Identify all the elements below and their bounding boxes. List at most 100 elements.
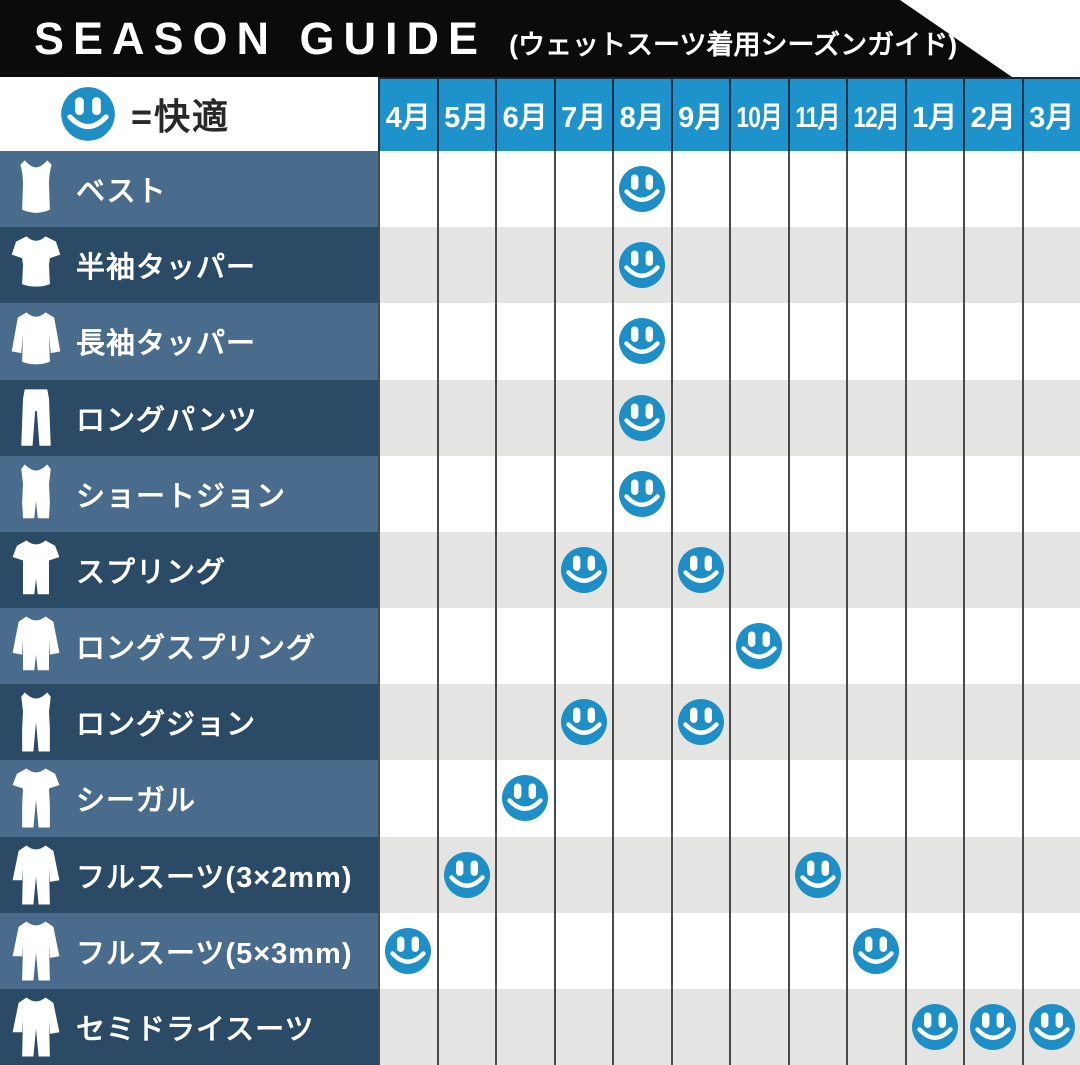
short-sleeve-top-icon	[11, 236, 61, 287]
smiley-icon	[1028, 1003, 1075, 1050]
smiley-icon	[970, 1003, 1017, 1050]
grid-cell	[553, 608, 612, 685]
grid-cell	[846, 988, 905, 1065]
grid-cell	[846, 531, 905, 609]
grid-cell	[787, 684, 846, 761]
grid-cell	[1021, 227, 1080, 304]
grid-cell	[553, 912, 612, 989]
grid-cell	[378, 988, 437, 1065]
grid-cell	[787, 151, 846, 228]
grid-cell	[670, 227, 729, 304]
grid-cell	[787, 912, 846, 989]
grid-cell	[729, 912, 788, 989]
grid-cell	[1021, 608, 1080, 685]
grid-cell	[436, 836, 495, 913]
smiley-icon	[853, 927, 900, 974]
grid-cell	[436, 455, 495, 532]
row-label: フルスーツ(3×2mm)	[76, 861, 353, 894]
grid-cell	[729, 455, 788, 532]
month-cell: 3月	[1021, 77, 1080, 151]
smiley-icon	[619, 242, 666, 289]
grid-cell	[612, 379, 671, 456]
month-cell: 11月	[787, 77, 846, 151]
row-label: 長袖タッパー	[76, 328, 257, 361]
row-label: 半袖タッパー	[76, 252, 257, 285]
month-cell: 5月	[436, 77, 495, 151]
grid-cell	[378, 227, 437, 304]
grid-cell	[787, 531, 846, 609]
grid-cell	[846, 684, 905, 761]
grid-cell	[729, 836, 788, 913]
month-label: 1月	[912, 102, 958, 134]
grid-cell	[378, 455, 437, 532]
month-label: 6月	[502, 102, 548, 134]
grid-cell	[729, 531, 788, 609]
pants-icon	[21, 388, 51, 446]
month-label: 4月	[385, 102, 431, 134]
spring-icon	[12, 540, 60, 595]
grid-cell	[963, 455, 1022, 532]
grid-cell	[495, 836, 554, 913]
grid-cell	[670, 531, 729, 609]
row-label-cell: スプリング	[0, 531, 378, 609]
grid-cell	[612, 836, 671, 913]
long-john-icon	[21, 692, 51, 752]
table-row: フルスーツ(3×2mm)	[0, 836, 1080, 913]
grid-cell	[963, 151, 1022, 228]
grid-cell	[904, 227, 963, 304]
month-label: 12月	[853, 102, 900, 134]
grid-cell	[1021, 379, 1080, 456]
grid-cell	[787, 608, 846, 685]
grid-cell	[612, 608, 671, 685]
grid-cell	[436, 912, 495, 989]
table-row: ベスト	[0, 151, 1080, 228]
grid-cell	[495, 379, 554, 456]
grid-cell	[963, 379, 1022, 456]
grid-cell	[1021, 836, 1080, 913]
full-suit-icon	[12, 845, 60, 905]
grid-cell	[1021, 760, 1080, 837]
grid-cell	[846, 912, 905, 989]
grid-cell	[846, 760, 905, 837]
grid-cell	[963, 912, 1022, 989]
grid-cell	[378, 836, 437, 913]
row-label: ベスト	[76, 176, 167, 209]
month-cell: 1月	[904, 77, 963, 151]
grid-cell	[378, 608, 437, 685]
smiley-icon	[794, 851, 841, 898]
row-label-cell: 半袖タッパー	[0, 227, 378, 304]
full-suit-icon	[12, 921, 60, 981]
row-label: ロングパンツ	[76, 404, 258, 437]
grid-cell	[670, 379, 729, 456]
smiley-icon	[677, 699, 724, 746]
month-label: 8月	[619, 102, 665, 134]
grid-cell	[436, 379, 495, 456]
grid-cell	[378, 151, 437, 228]
grid-cell	[729, 303, 788, 380]
grid-cell	[729, 608, 788, 685]
row-label: ショートジョン	[76, 480, 287, 513]
grid-cell	[670, 684, 729, 761]
grid-cell	[963, 608, 1022, 685]
grid-cell	[495, 912, 554, 989]
grid-cell	[787, 227, 846, 304]
row-label: スプリング	[76, 556, 227, 589]
month-cell: 8月	[612, 77, 671, 151]
grid-cell	[904, 684, 963, 761]
long-spring-icon	[12, 616, 60, 671]
smiley-icon	[560, 546, 607, 593]
grid-cell	[670, 455, 729, 532]
row-label-cell: ロングジョン	[0, 684, 378, 761]
table-row: ロングジョン	[0, 684, 1080, 761]
grid-cell	[1021, 912, 1080, 989]
grid-cell	[495, 151, 554, 228]
grid-cell	[553, 684, 612, 761]
grid-cell	[729, 760, 788, 837]
grid-cell	[553, 227, 612, 304]
grid-cell	[612, 760, 671, 837]
month-label: 3月	[1029, 102, 1075, 134]
grid-cell	[787, 379, 846, 456]
grid-cell	[612, 988, 671, 1065]
smiley-icon	[443, 851, 490, 898]
grid-cell	[495, 988, 554, 1065]
